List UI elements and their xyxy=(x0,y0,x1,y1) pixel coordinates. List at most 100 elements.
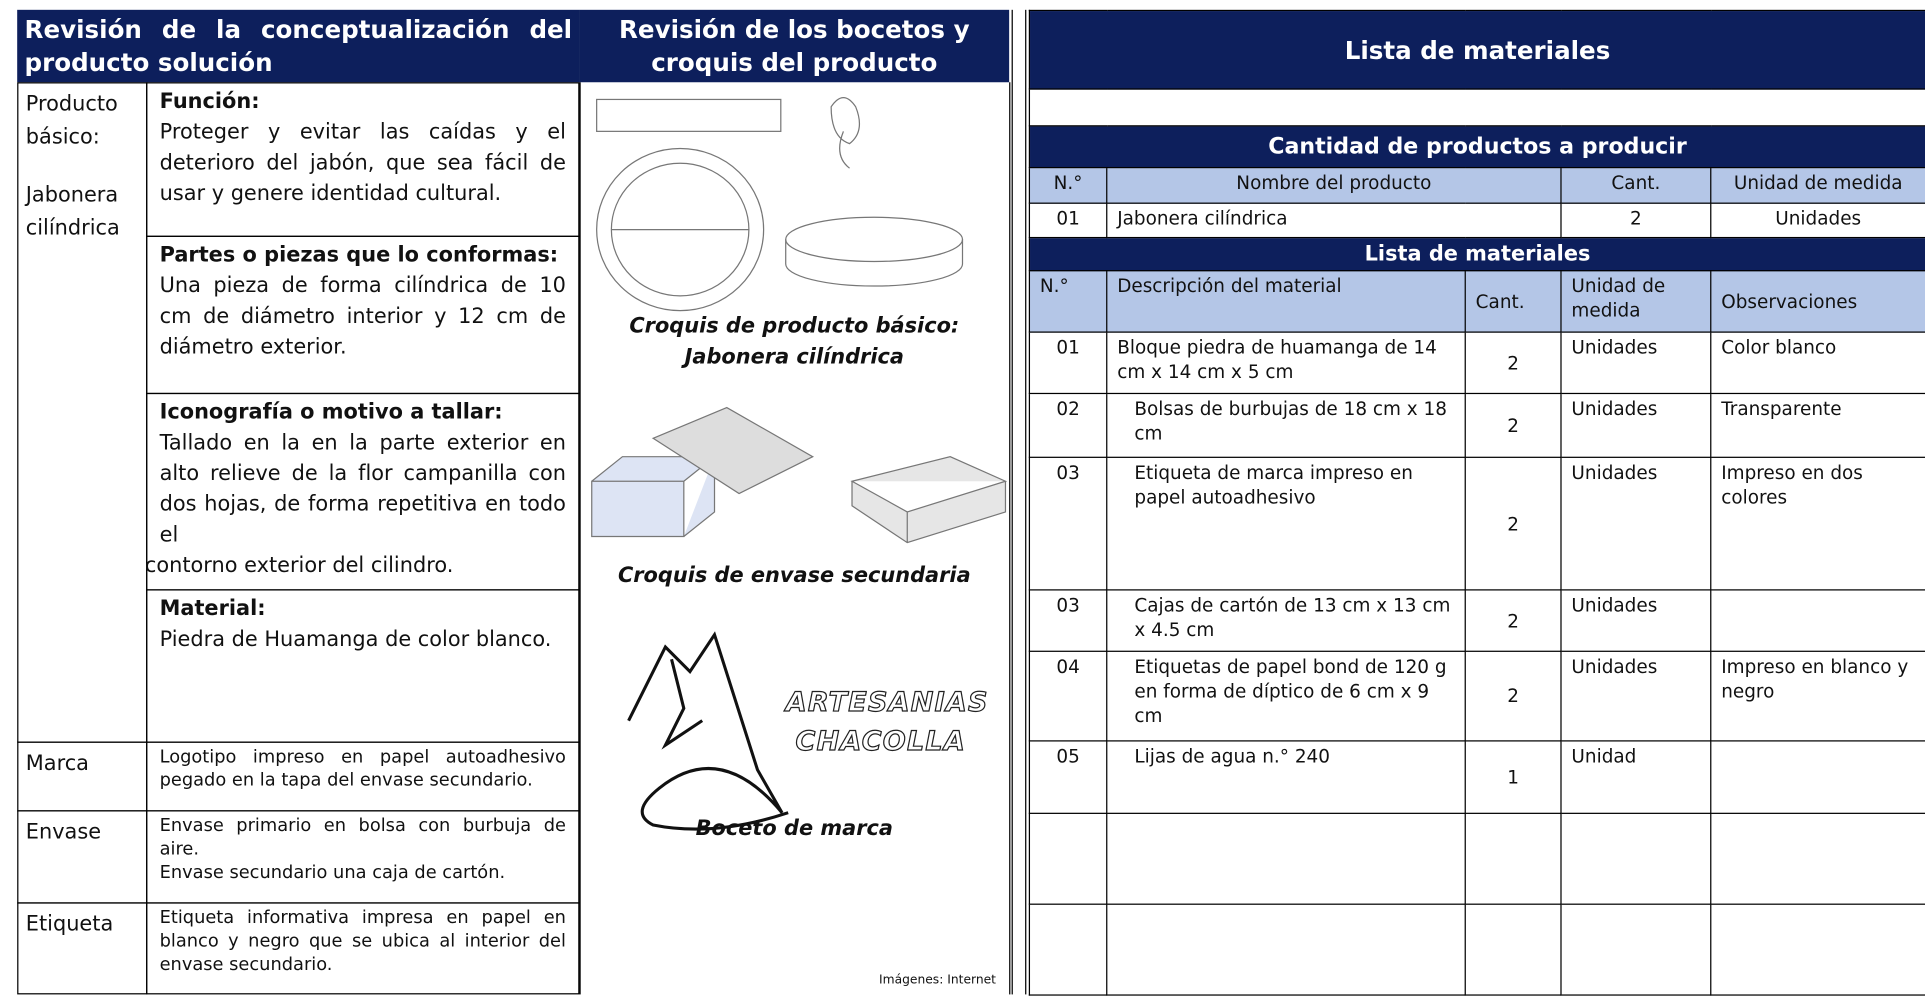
cell: Color blanco xyxy=(1710,331,1925,395)
middle-body xyxy=(579,82,1011,995)
cell xyxy=(1028,903,1108,996)
cell: Cajas de cartón de 13 cm x 13 cm x 4.5 c… xyxy=(1106,589,1466,652)
cell: 02 xyxy=(1028,392,1108,458)
material-row: 03 Cajas de cartón de 13 cm x 13 cm x 4.5… xyxy=(1028,589,1925,652)
product-label: Producto básico: xyxy=(25,92,118,150)
cell: Lista de materiales xyxy=(1028,236,1925,272)
logo-word: ARTESANIAS xyxy=(785,687,989,719)
row-label: Envase xyxy=(17,810,148,904)
cell: Observaciones xyxy=(1710,270,1925,333)
header-row: Lista de materiales xyxy=(1028,9,1925,90)
material-row: 02 Bolsas de burbujas de 18 cm x 18 cm 2 Un… xyxy=(1028,392,1925,458)
cell xyxy=(1106,903,1466,996)
cell: Lijas de agua n.° 240 xyxy=(1106,740,1466,814)
ring-top-view xyxy=(596,98,782,132)
middle-header: Revisión de los bocetos y croquis del pr… xyxy=(579,9,1010,110)
material-row: 01 Bloque piedra de huamanga de 14 cm x 1… xyxy=(1028,331,1925,395)
section: Partes o piezas que lo conformas: Una pie… xyxy=(146,235,580,395)
cell: Etiqueta de marca impreso en papel autoa… xyxy=(1106,456,1466,591)
row-text: Logotipo impreso en papel autoadhesivo p… xyxy=(146,741,580,812)
title-row: Cantidad de productos a producir xyxy=(1028,125,1925,169)
cell: 03 xyxy=(1028,456,1108,591)
cell: Cant. xyxy=(1464,270,1562,333)
cell xyxy=(1106,812,1466,905)
row-label: Marca xyxy=(17,741,148,812)
cell: Lista de materiales xyxy=(1028,9,1925,90)
cell: Unidades xyxy=(1560,331,1712,395)
section-title: Material: xyxy=(159,596,266,622)
caption: Boceto de marca xyxy=(695,816,893,841)
product-label-cell: Producto básico: Jabonera cilíndrica xyxy=(17,82,148,743)
section: Iconografía o motivo a tallar: Tallado en… xyxy=(144,392,580,591)
caption: Jabonera cilíndrica xyxy=(684,344,904,370)
cell: Unidad de medida xyxy=(1560,270,1712,333)
cell: Unidad xyxy=(1560,740,1712,814)
cell: 01 xyxy=(1028,331,1108,395)
cell: 2 xyxy=(1464,456,1562,591)
cell: Descripción del material xyxy=(1106,270,1466,333)
cell: 04 xyxy=(1028,650,1108,742)
section: Función: Proteger y evitar las caídas y e… xyxy=(146,82,580,237)
cell: 2 xyxy=(1464,650,1562,742)
product-row: 01 Jabonera cilíndrica 2 Unidades xyxy=(1028,202,1925,239)
open-box xyxy=(591,456,717,538)
logo-mountain xyxy=(627,631,789,831)
cell: 03 xyxy=(1028,589,1108,652)
material-row: 05 Lijas de agua n.° 240 1 Unidad xyxy=(1028,740,1925,814)
cell: Cantidad de productos a producir xyxy=(1028,125,1925,169)
cell: Bloque piedra de huamanga de 14 cm x 14 … xyxy=(1106,331,1466,395)
cell xyxy=(1464,812,1562,905)
cell: 2 xyxy=(1464,331,1562,395)
credit: Imágenes: Internet xyxy=(879,973,996,988)
row-line: Etiqueta informativa impresa en papel en… xyxy=(159,908,566,975)
section: Material: Piedra de Huamanga de color bla… xyxy=(146,589,580,743)
materials-table: Lista de materiales Cantidad de productos… xyxy=(1028,9,1925,996)
cell: Unidades xyxy=(1560,456,1712,591)
title-row: Lista de materiales xyxy=(1028,236,1925,272)
material-row: 04 Etiquetas de papel bond de 120 g en fo… xyxy=(1028,650,1925,742)
cell: Unidades xyxy=(1560,392,1712,458)
divider xyxy=(1011,9,1027,995)
cell xyxy=(1710,589,1925,652)
cell: 2 xyxy=(1464,392,1562,458)
cell xyxy=(1560,812,1712,905)
cell: Unidades xyxy=(1560,589,1712,652)
ring-outer xyxy=(596,147,765,312)
cell: Bolsas de burbujas de 18 cm x 18 cm xyxy=(1106,392,1466,458)
section-text: Proteger y evitar las caídas y el deteri… xyxy=(159,120,566,207)
cell: Unidad de medida xyxy=(1710,166,1925,204)
cell: Unidades xyxy=(1710,202,1925,239)
cell xyxy=(1464,903,1562,996)
product-name: Jabonera cilíndrica xyxy=(25,182,120,241)
flower xyxy=(830,96,861,169)
ring-3d-side xyxy=(785,239,964,287)
cell xyxy=(1710,740,1925,814)
cell xyxy=(1710,812,1925,905)
section-text: contorno exterior del cilindro. xyxy=(144,553,454,579)
cell: Jabonera cilíndrica xyxy=(1106,202,1562,239)
spacer-row xyxy=(1028,88,1925,127)
cell: N.° xyxy=(1028,270,1108,333)
section-text: Una pieza de forma cilíndrica de 10 cm d… xyxy=(159,273,566,360)
row-line: Envase primario en bolsa con burbuja de … xyxy=(159,816,566,860)
left-header: Revisión de la conceptualización del pro… xyxy=(17,9,580,83)
section-title: Iconografía o motivo a tallar: xyxy=(159,400,503,425)
caption: Croquis de envase secundaria xyxy=(617,563,971,589)
cell: N.° xyxy=(1028,166,1108,204)
section-title: Función: xyxy=(159,89,260,115)
cell: Impreso en dos colores xyxy=(1710,456,1925,591)
row-text: Envase primario en bolsa con burbuja de … xyxy=(146,810,580,904)
section-text: Tallado en la en la parte exterior en al… xyxy=(159,430,566,548)
ring-3d-top xyxy=(785,216,964,263)
cell: 2 xyxy=(1560,202,1712,239)
col-header-row: N.° Descripción del material Cant. Unidad d… xyxy=(1028,270,1925,333)
cell: 01 xyxy=(1028,202,1108,239)
cell xyxy=(1028,88,1925,127)
row-line: Envase secundario una caja de cartón. xyxy=(159,863,506,883)
row-text: Etiqueta informativa impresa en papel en… xyxy=(146,902,580,995)
closed-box xyxy=(850,456,1008,544)
cell: Nombre del producto xyxy=(1106,166,1562,204)
material-row: 03 Etiqueta de marca impreso en papel aut… xyxy=(1028,456,1925,591)
